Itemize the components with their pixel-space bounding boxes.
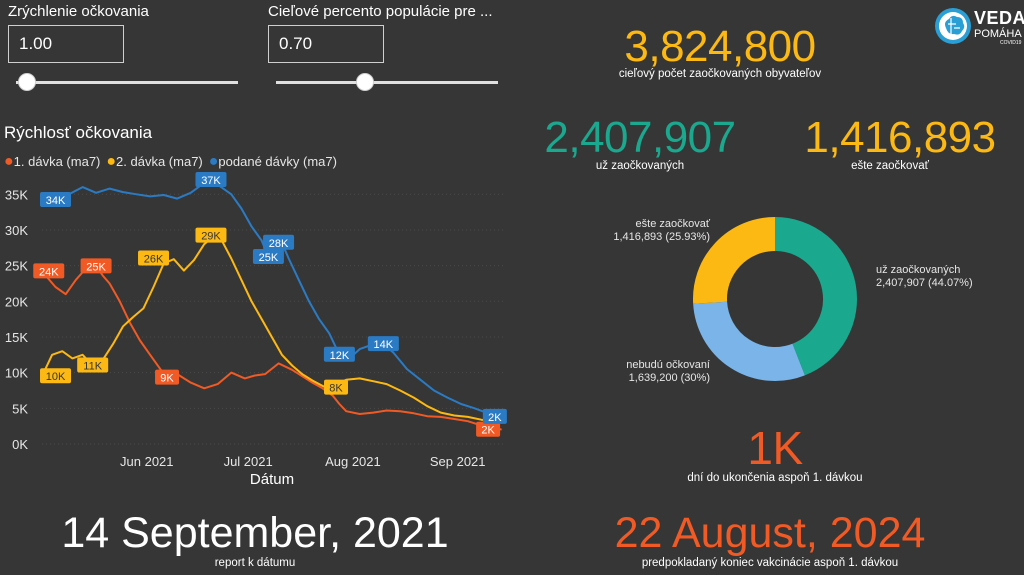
data-label-box [155,369,180,385]
legend-label-total: podané dávky (ma7) [218,154,337,169]
series-line-2 [41,179,502,418]
kpi-remaining-caption: ešte zaočkovať [851,160,929,172]
legend-dot-dose1: ● [4,153,14,170]
legend-item-dose2[interactable]: ●2. dávka (ma7) [106,153,202,171]
logo: VEDA POMÁHA COVID19 [934,4,1024,48]
x-tick-label: Jul 2021 [224,454,273,469]
data-label-box [195,172,227,187]
data-label: 14K [374,339,394,351]
data-label-box [80,258,112,274]
data-label-box [40,191,72,207]
donut-label-remaining-detail: 1,416,893 (25.93%) [613,231,710,243]
data-label-box [263,234,295,250]
data-label: 29K [201,231,221,243]
chart-legend: ●1. dávka (ma7) ●2. dávka (ma7) ●podané … [4,153,337,171]
donut-slice-1 [693,301,805,381]
data-label-box [138,250,170,266]
data-label: 37K [201,175,221,187]
donut-label-refusing-name: nebudú očkovaní [626,359,710,371]
report-date-caption: report k dátumu [214,557,296,569]
logo-subtitle: POMÁHA [974,28,1022,40]
kpi-days-caption: dní do ukončenia aspoň 1. dávkou [687,472,863,484]
speedup-slider-thumb[interactable] [18,73,37,91]
x-axis-label: Dátum [250,471,294,488]
data-label-box [324,379,349,395]
legend-label-dose1: 1. dávka (ma7) [13,154,101,169]
data-label: 2K [488,412,502,424]
y-tick-label: 35K [5,187,28,202]
report-date: 14 September, 2021 [61,509,449,557]
target-input[interactable] [268,25,384,63]
y-tick-label: 0K [12,437,28,452]
line-chart: 0K 5K 10K 15K 20K 25K 30K 35K Jun 2021 Jul 2021 Au… [5,172,507,488]
legend-dot-total: ● [208,153,219,170]
kpi-days: 1K [747,422,803,474]
data-label: 28K [269,238,289,250]
donut-label-vaccinated-name: už zaočkovaných [876,264,961,276]
y-tick-label: 30K [5,223,28,238]
donut-slice-2 [693,217,776,304]
legend-dot-dose2: ● [106,153,117,170]
data-label-box [33,263,65,279]
legend-item-total[interactable]: ●podané dávky (ma7) [209,153,337,171]
speedup-input[interactable] [8,25,124,63]
data-label: 9K [160,373,174,385]
data-label: 34K [46,195,66,207]
target-label: Cieľové percento populácie pre ... [268,3,493,20]
series-line-1 [41,234,502,424]
legend-label-dose2: 2. dávka (ma7) [116,154,203,169]
y-tick-label: 15K [5,330,28,345]
data-label: 10K [46,371,66,383]
data-label-box [323,346,355,362]
x-tick-label: Aug 2021 [325,454,381,469]
y-tick-label: 20K [5,294,28,309]
donut-label-refusing-detail: 1,639,200 (30%) [628,372,710,384]
kpi-target-caption: cieľový počet zaočkovaných obyvateľov [618,68,822,80]
kpi-vaccinated: 2,407,907 [544,113,736,162]
data-label-box [367,336,399,352]
kpi-remaining: 1,416,893 [804,113,996,162]
end-date: 22 August, 2024 [614,509,926,557]
data-label: 24K [39,266,59,278]
brain-logo-icon [935,8,971,44]
donut-slice-0 [774,217,857,376]
donut-label-refusing: nebudú očkovaní 1,639,200 (30%) [560,359,710,385]
data-label: 25K [86,261,106,273]
data-label: 8K [329,383,343,395]
target-slider-thumb[interactable] [355,73,374,91]
kpi-vaccinated-caption: už zaočkovaných [595,160,685,172]
logo-tag: COVID19 [1000,40,1022,46]
data-label-box [77,357,109,373]
data-label-box [476,421,501,437]
data-label-box [195,227,227,243]
x-tick-label: Jun 2021 [120,454,174,469]
data-label: 11K [83,361,102,373]
end-date-caption: predpokladaný koniec vakcinácie aspoň 1.… [641,557,899,569]
donut-label-vaccinated: už zaočkovaných 2,407,907 (44.07%) [876,264,973,290]
data-label-box [40,368,72,384]
donut-label-remaining: ešte zaočkovať 1,416,893 (25.93%) [560,218,710,244]
series-line-0 [41,265,502,431]
y-tick-label: 5K [12,401,28,416]
donut-chart [693,217,857,381]
data-label: 12K [330,350,350,362]
kpi-target-count: 3,824,800 [624,22,816,71]
donut-label-remaining-name: ešte zaočkovať [635,218,710,230]
data-label-box [252,249,284,265]
y-tick-label: 25K [5,259,28,274]
legend-item-dose1[interactable]: ●1. dávka (ma7) [4,153,100,171]
x-tick-label: Sep 2021 [430,454,486,469]
data-label: 2K [481,425,495,437]
speedup-label: Zrýchlenie očkovania [8,3,149,20]
speedup-slider-track[interactable] [16,81,238,84]
target-slider-track[interactable] [276,81,498,84]
donut-label-vaccinated-detail: 2,407,907 (44.07%) [876,277,973,289]
data-label: 25K [259,252,279,264]
y-tick-label: 10K [5,366,28,381]
data-label-box [482,408,507,424]
logo-title: VEDA [974,8,1024,28]
data-label: 26K [144,253,164,265]
chart-title: Rýchlosť očkovania [4,123,153,142]
